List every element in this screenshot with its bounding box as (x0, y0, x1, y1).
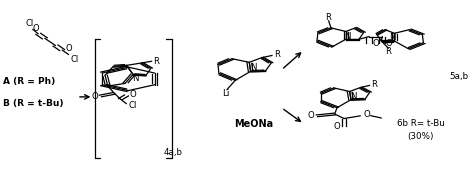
Text: O: O (65, 44, 72, 53)
Text: O: O (129, 89, 136, 98)
Text: N: N (350, 92, 356, 101)
Text: R: R (371, 80, 377, 89)
Text: N: N (345, 32, 351, 41)
Text: 6b R= t-Bu: 6b R= t-Bu (397, 119, 445, 128)
Text: Cl: Cl (128, 101, 137, 110)
Text: Cl: Cl (71, 55, 79, 64)
Text: O: O (364, 110, 370, 119)
Text: R: R (274, 50, 280, 59)
Text: N: N (133, 74, 139, 83)
Text: O: O (373, 39, 380, 48)
Text: O: O (91, 92, 98, 101)
Text: O: O (307, 111, 314, 120)
Text: MeONa: MeONa (234, 119, 273, 129)
Text: A (R = Ph): A (R = Ph) (3, 77, 55, 86)
Text: Cl: Cl (26, 19, 34, 28)
Text: Li: Li (222, 89, 229, 98)
Text: (30%): (30%) (408, 132, 434, 141)
Text: O: O (386, 39, 392, 48)
Text: N: N (389, 33, 396, 42)
Text: O: O (33, 24, 39, 33)
Text: B (R = t-Bu): B (R = t-Bu) (3, 99, 64, 108)
Text: O: O (334, 122, 340, 131)
Text: R: R (385, 47, 392, 56)
Text: R: R (326, 13, 332, 22)
Text: 5a,b: 5a,b (449, 72, 469, 81)
Text: R: R (154, 57, 159, 66)
Text: N: N (250, 63, 257, 72)
Text: 4a,b: 4a,b (164, 148, 183, 157)
